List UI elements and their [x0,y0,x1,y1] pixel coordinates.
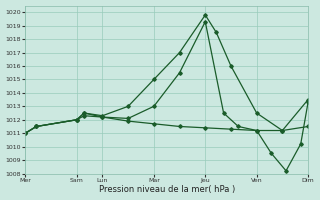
X-axis label: Pression niveau de la mer( hPa ): Pression niveau de la mer( hPa ) [99,185,235,194]
